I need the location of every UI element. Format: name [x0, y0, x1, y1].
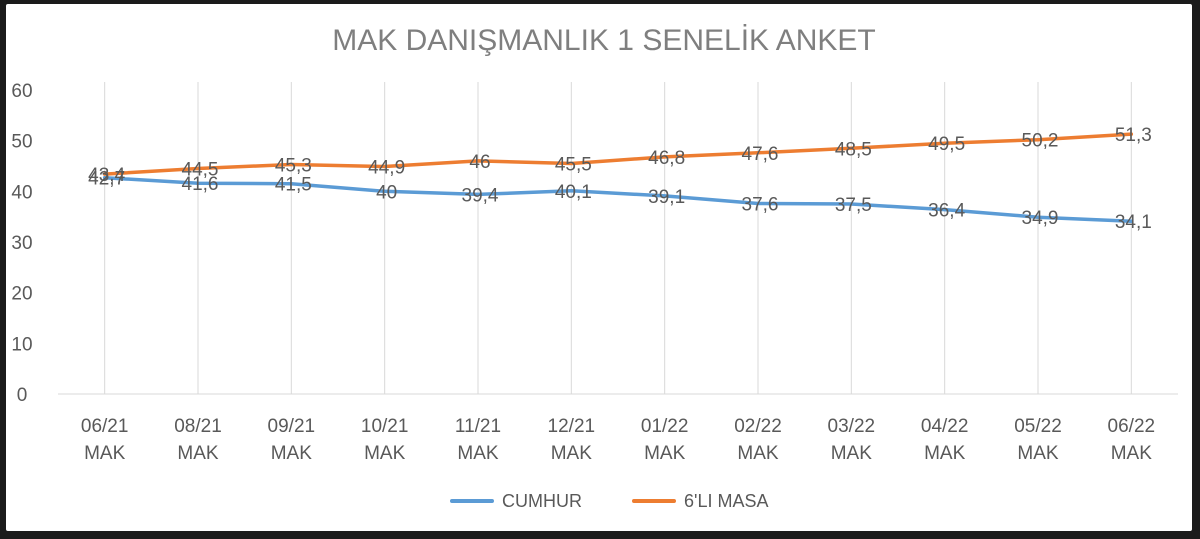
chart-frame — [6, 4, 1192, 531]
series-line-masa — [102, 132, 1134, 176]
data-point — [476, 192, 480, 196]
data-point — [569, 161, 573, 165]
data-label: 49,5 — [928, 134, 965, 155]
data-label: 39,1 — [648, 187, 685, 208]
x-tick-label: 08/21 — [174, 416, 222, 437]
x-tick-label-sub: MAK — [84, 443, 126, 464]
y-tick-label: 30 — [11, 233, 32, 254]
series-line-cumhur — [102, 175, 1134, 223]
data-point — [476, 159, 480, 163]
data-point — [663, 155, 667, 159]
x-tick-label: 10/21 — [361, 416, 409, 437]
axis-group: 0 10 20 30 40 50 60 06/21 MAK 08/21 MAK 09/21 MAK 10/… — [11, 81, 1178, 464]
x-tick-label-sub: MAK — [457, 443, 499, 464]
data-point — [196, 167, 200, 171]
x-tick-label-sub: MAK — [644, 443, 686, 464]
x-tick-label-sub: MAK — [737, 443, 779, 464]
data-point — [849, 146, 853, 150]
x-tick-label: 02/22 — [734, 416, 782, 437]
data-label: 34,9 — [1022, 208, 1059, 229]
data-point — [849, 202, 853, 206]
data-point — [289, 162, 293, 166]
data-point — [663, 194, 667, 198]
data-label: 41,6 — [182, 174, 219, 195]
data-point — [289, 182, 293, 186]
data-labels-group: 42,7 41,6 41,5 40 39,4 40,1 39,1 37,6 37,5 36,4 34… — [88, 125, 1152, 233]
data-point — [383, 189, 387, 193]
x-tick-label: 03/22 — [828, 416, 876, 437]
x-tick-label-sub: MAK — [1017, 443, 1059, 464]
x-tick-label-sub: MAK — [924, 443, 966, 464]
y-tick-label: 50 — [11, 132, 32, 153]
data-label: 43,4 — [88, 165, 125, 186]
x-tick-label-sub: MAK — [551, 443, 593, 464]
data-label: 51,3 — [1115, 125, 1152, 146]
data-label: 46 — [469, 152, 490, 173]
data-point — [569, 189, 573, 193]
data-label: 45,3 — [275, 155, 312, 176]
x-tick-label-sub: MAK — [177, 443, 219, 464]
data-point — [383, 165, 387, 169]
x-tick-label-sub: MAK — [831, 443, 873, 464]
gridlines — [104, 82, 1132, 394]
data-point — [1036, 215, 1040, 219]
data-point — [103, 176, 107, 180]
x-tick-label: 12/21 — [548, 416, 596, 437]
series-group — [102, 132, 1134, 223]
data-point — [756, 151, 760, 155]
y-tick-label: 60 — [11, 81, 32, 102]
y-tick-label: 20 — [11, 284, 32, 305]
data-label: 45,5 — [555, 154, 592, 175]
data-point — [943, 141, 947, 145]
data-label: 34,1 — [1115, 212, 1152, 233]
data-point — [943, 208, 947, 212]
data-label: 42,7 — [88, 169, 125, 190]
data-label: 50,2 — [1022, 131, 1059, 152]
data-label: 36,4 — [928, 201, 965, 222]
x-tick-label: 06/22 — [1108, 416, 1156, 437]
chart-title: MAK DANIŞMANLIK 1 SENELİK ANKET — [332, 24, 876, 57]
legend-label: 6'LI MASA — [684, 491, 768, 511]
data-label: 37,5 — [835, 195, 872, 216]
data-point — [1036, 138, 1040, 142]
data-point — [1129, 132, 1133, 136]
x-tick-label: 01/22 — [641, 416, 689, 437]
data-label: 40 — [376, 182, 397, 203]
x-tick-label: 06/21 — [81, 416, 129, 437]
y-tick-label: 10 — [11, 334, 32, 355]
x-tick-label: 11/21 — [455, 416, 501, 437]
x-tick-label: 09/21 — [268, 416, 316, 437]
data-point — [103, 172, 107, 176]
x-tick-label-sub: MAK — [271, 443, 313, 464]
y-tick-label: 0 — [17, 385, 28, 406]
data-label: 48,5 — [835, 139, 872, 160]
data-point — [196, 181, 200, 185]
data-label: 44,9 — [368, 158, 405, 179]
x-tick-label-sub: MAK — [364, 443, 406, 464]
y-tick-label: 40 — [11, 182, 32, 203]
x-tick-label-sub: MAK — [1111, 443, 1153, 464]
data-point — [1129, 219, 1133, 223]
data-label: 46,8 — [648, 148, 685, 169]
data-point — [756, 201, 760, 205]
legend-label: CUMHUR — [502, 491, 582, 511]
x-tick-label: 04/22 — [921, 416, 969, 437]
data-label: 40,1 — [555, 182, 592, 203]
data-label: 39,4 — [462, 185, 499, 206]
legend: CUMHUR 6'LI MASA — [450, 491, 768, 511]
data-label: 41,5 — [275, 175, 312, 196]
data-label: 44,5 — [182, 160, 219, 181]
data-label: 47,6 — [742, 144, 779, 165]
x-tick-label: 05/22 — [1014, 416, 1062, 437]
data-label: 37,6 — [742, 194, 779, 215]
